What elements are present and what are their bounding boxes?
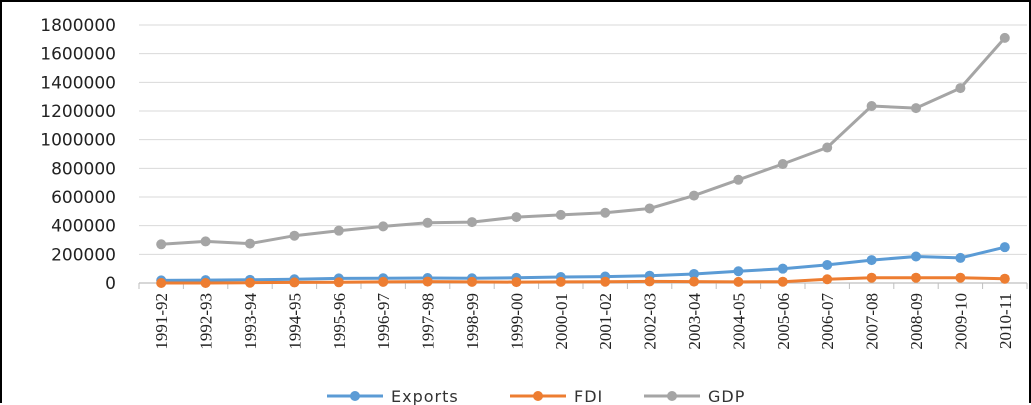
data-point xyxy=(156,278,167,288)
legend: Exports FDI GDP xyxy=(327,387,745,405)
data-point xyxy=(245,277,255,288)
y-tick-label: 200000 xyxy=(51,245,116,265)
data-point xyxy=(911,272,921,283)
x-axis-tick-labels: 1991-92 1992-93 1993-94 1994-95 1995-96 1996-… xyxy=(152,293,1015,350)
data-point xyxy=(378,276,389,287)
data-point xyxy=(156,239,167,250)
data-point xyxy=(467,276,477,287)
y-tick-label: 400000 xyxy=(51,217,116,237)
series-line xyxy=(161,36,1006,246)
y-tick-label: 1000000 xyxy=(40,131,116,151)
data-point xyxy=(378,221,389,232)
x-tick-label: 2009-10 xyxy=(951,293,970,350)
data-point xyxy=(422,217,433,228)
legend-swatch-marker xyxy=(667,391,677,401)
series-line xyxy=(161,276,1005,285)
data-point xyxy=(289,230,300,241)
data-point xyxy=(644,276,655,287)
data-point xyxy=(555,276,566,287)
x-tick-label: 1997-98 xyxy=(419,293,438,350)
gridlines xyxy=(138,24,1028,289)
series-fdi xyxy=(156,272,1010,288)
data-point xyxy=(689,276,699,287)
x-tick-label: 1999-00 xyxy=(507,293,526,350)
data-point xyxy=(777,276,788,287)
data-point xyxy=(777,159,788,170)
legend-swatch-marker xyxy=(533,391,543,401)
legend-item-fdi: FDI xyxy=(510,387,603,405)
y-tick-label: 1200000 xyxy=(40,102,116,122)
legend-label: FDI xyxy=(574,387,603,405)
x-tick-label: 1996-97 xyxy=(374,293,393,350)
data-point xyxy=(955,272,966,283)
x-tick-label: 2003-04 xyxy=(685,293,704,350)
x-tick-label: 2008-09 xyxy=(907,293,926,350)
data-point xyxy=(822,259,833,270)
legend-label: GDP xyxy=(708,387,745,405)
data-point xyxy=(289,277,300,288)
data-point xyxy=(733,266,744,277)
data-point xyxy=(600,276,611,287)
x-tick-label: 1994-95 xyxy=(285,293,304,350)
x-tick-label: 1991-92 xyxy=(152,293,171,350)
x-tick-label: 2002-03 xyxy=(641,293,660,350)
y-axis-tick-labels: 0 200000 400000 600000 800000 1000000 1200000 1… xyxy=(40,16,116,294)
data-point xyxy=(866,255,877,266)
legend-label: Exports xyxy=(391,387,459,405)
data-point xyxy=(467,217,477,228)
data-point xyxy=(644,203,655,214)
data-point xyxy=(866,272,877,283)
x-tick-label: 2001-02 xyxy=(596,293,615,350)
series-gdp xyxy=(156,32,1010,250)
data-point xyxy=(733,174,744,185)
data-point xyxy=(200,278,211,288)
data-point xyxy=(999,273,1010,284)
legend-item-gdp: GDP xyxy=(644,387,745,405)
y-tick-label: 0 xyxy=(105,274,116,294)
x-tick-label: 2007-08 xyxy=(863,293,882,350)
data-point xyxy=(955,252,966,263)
data-point xyxy=(600,207,611,218)
y-tick-label: 600000 xyxy=(51,188,116,208)
y-tick-label: 800000 xyxy=(51,159,116,179)
x-tick-label: 2010-11 xyxy=(996,293,1015,349)
data-point xyxy=(822,274,833,285)
data-point xyxy=(511,212,522,223)
data-point xyxy=(999,32,1010,43)
legend-swatch-marker xyxy=(350,391,360,401)
data-point xyxy=(422,276,433,287)
data-point xyxy=(822,142,833,153)
legend-item-exports: Exports xyxy=(327,387,459,405)
data-point xyxy=(777,263,788,274)
data-point xyxy=(333,277,344,288)
x-tick-label: 2000-01 xyxy=(552,293,571,350)
data-point xyxy=(955,83,966,94)
x-tick-label: 1998-99 xyxy=(463,293,482,350)
data-point xyxy=(245,238,255,249)
data-point xyxy=(333,225,344,236)
x-tick-label: 2005-06 xyxy=(774,293,793,350)
data-point xyxy=(200,236,211,247)
data-point xyxy=(689,268,699,279)
x-tick-label: 1992-93 xyxy=(197,293,216,350)
x-tick-label: 1995-96 xyxy=(330,293,349,350)
y-tick-label: 1400000 xyxy=(40,73,116,93)
data-point xyxy=(911,103,921,114)
data-point xyxy=(866,100,877,111)
y-tick-label: 1600000 xyxy=(40,45,116,65)
data-point xyxy=(689,190,699,201)
data-point xyxy=(911,251,921,262)
data-point xyxy=(555,209,566,220)
x-tick-label: 2006-07 xyxy=(818,293,837,350)
data-point xyxy=(733,276,744,287)
y-tick-label: 1800000 xyxy=(40,16,116,36)
series-line xyxy=(161,245,1006,282)
series-lines xyxy=(156,32,1010,288)
x-tick-label: 2004-05 xyxy=(729,293,748,350)
data-point xyxy=(511,277,522,288)
x-tick-label: 1993-94 xyxy=(241,293,260,350)
data-point xyxy=(999,242,1010,253)
